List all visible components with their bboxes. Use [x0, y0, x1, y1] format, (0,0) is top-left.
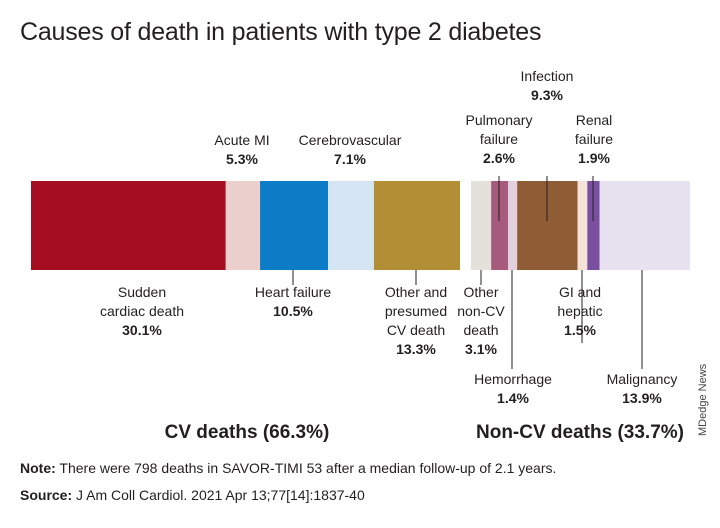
bar-segment-pulmonary [491, 181, 509, 270]
label-text-sudden: Sudden [118, 284, 166, 300]
label-text-hemorrhage: Hemorrhage [474, 371, 552, 387]
label-heart-failure: Heart failure 10.5% [255, 284, 331, 319]
label-text-other-cv: CV death [387, 322, 445, 338]
label-text-other-non-cv: death [463, 322, 498, 338]
label-value-hemorrhage: 1.4% [497, 390, 529, 406]
label-sudden: Sudden cardiac death 30.1% [100, 284, 184, 338]
label-value-other-cv: 13.3% [396, 341, 436, 357]
credit-text: MDedge News [697, 363, 709, 436]
non-cv-deaths-label: Non-CV deaths (33.7%) [476, 422, 684, 443]
bar-segment-heart-failure [260, 181, 328, 270]
label-other-non-cv: Other non-CV death 3.1% [457, 284, 505, 357]
bar-segment-other-cv [373, 181, 460, 270]
label-text-other-non-cv: Other [463, 284, 498, 300]
label-text-sudden: cardiac death [100, 303, 184, 319]
note-text: There were 798 deaths in SAVOR-TIMI 53 a… [55, 460, 557, 476]
label-value-acute-mi: 5.3% [226, 151, 258, 167]
label-text-gi-hepatic: hepatic [557, 303, 602, 319]
bar-segment-gi-hepatic [577, 181, 588, 270]
label-text-gi-hepatic: GI and [559, 284, 601, 300]
label-value-malignancy: 13.9% [622, 390, 662, 406]
label-text-malignancy: Malignancy [607, 371, 678, 387]
bar-segment-hemorrhage [508, 181, 518, 270]
label-text-acute-mi: Acute MI [214, 132, 269, 148]
label-cerebrovascular: Cerebrovascular 7.1% [299, 132, 402, 167]
label-value-gi-hepatic: 1.5% [564, 322, 596, 338]
label-other-cv: Other and presumed CV death 13.3% [385, 284, 447, 357]
label-text-heart-failure: Heart failure [255, 284, 331, 300]
label-text-renal: Renal [576, 112, 613, 128]
label-renal: Renal failure 1.9% [575, 112, 613, 166]
footnote-source: Source: J Am Coll Cardiol. 2021 Apr 13;7… [20, 487, 365, 503]
label-value-pulmonary: 2.6% [483, 150, 515, 166]
label-value-heart-failure: 10.5% [273, 303, 313, 319]
leader-lines [292, 176, 643, 369]
footnote-note: Note: There were 798 deaths in SAVOR-TIM… [20, 460, 556, 476]
label-malignancy: Malignancy 13.9% [607, 371, 678, 406]
bar-segment-malignancy [599, 181, 690, 270]
bar-segment-cerebrovascular [328, 181, 374, 270]
label-gi-hepatic: GI and hepatic 1.5% [557, 284, 602, 338]
segment-labels: Sudden cardiac death 30.1% Acute MI 5.3% Hear… [100, 68, 677, 406]
label-text-pulmonary: Pulmonary [466, 112, 533, 128]
label-value-infection: 9.3% [531, 87, 563, 103]
label-text-renal: failure [575, 131, 613, 147]
chart-title: Causes of death in patients with type 2 … [20, 18, 542, 46]
label-value-renal: 1.9% [578, 150, 610, 166]
bar-segment-other-non-cv [471, 181, 492, 270]
label-text-infection: Infection [521, 68, 574, 84]
source-text: J Am Coll Cardiol. 2021 Apr 13;77[14]:18… [72, 487, 365, 503]
label-hemorrhage: Hemorrhage 1.4% [474, 371, 552, 406]
bar-segment-acute-mi [225, 181, 261, 270]
source-label: Source: [20, 487, 73, 503]
label-text-other-cv: presumed [385, 303, 447, 319]
label-text-other-non-cv: non-CV [457, 303, 505, 319]
bar-segment-sudden [31, 181, 226, 270]
cv-deaths-label: CV deaths (66.3%) [165, 422, 330, 443]
label-value-cerebrovascular: 7.1% [334, 151, 366, 167]
label-text-cerebrovascular: Cerebrovascular [299, 132, 402, 148]
bar-segment-renal [587, 181, 600, 270]
note-label: Note: [20, 460, 56, 476]
label-acute-mi: Acute MI 5.3% [214, 132, 269, 167]
label-value-other-non-cv: 3.1% [465, 341, 497, 357]
label-text-other-cv: Other and [385, 284, 447, 300]
label-text-pulmonary: failure [480, 131, 518, 147]
label-value-sudden: 30.1% [122, 322, 162, 338]
bar-segments [31, 181, 690, 270]
label-pulmonary: Pulmonary failure 2.6% [466, 112, 533, 166]
label-infection: Infection 9.3% [521, 68, 574, 103]
